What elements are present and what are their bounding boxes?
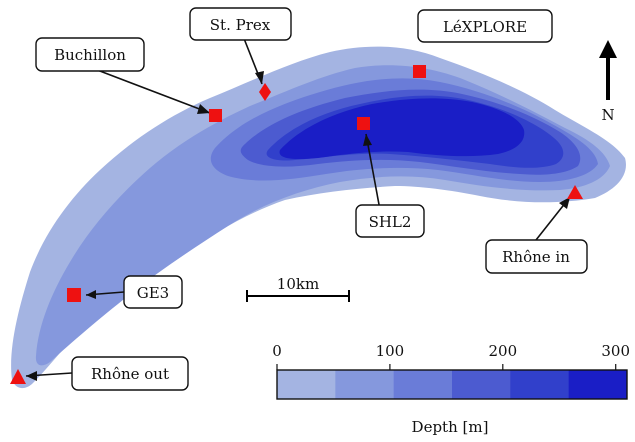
marker-lexplore[interactable] [413,65,426,78]
colorbar-bin [277,370,336,399]
marker-shl2[interactable] [357,117,370,130]
colorbar-tick-label: 0 [272,342,282,360]
site-markers [10,65,583,384]
colorbar-bin [510,370,570,399]
colorbar-tick-label: 200 [488,342,517,360]
depth-colorbar: 0 100 200 300 Depth [m] [272,342,630,436]
colorbar-bin [335,370,395,399]
arrowhead-st-prex [255,71,264,84]
arrow-buchillon [91,67,211,114]
colorbar-frame [276,369,628,400]
north-arrow: N [599,40,617,124]
label-box-lexplore [417,9,553,43]
leader-arrows [25,35,571,381]
arrow-shl2 [365,133,381,211]
colorbar-bin [568,370,628,399]
label-box-buchillon [35,37,145,72]
north-arrow-head [599,40,617,58]
label-box-rhone-in [485,239,588,274]
arrowhead-ge3 [86,290,96,299]
colorbar-bin [393,370,453,399]
marker-ge3[interactable] [67,288,81,302]
arrowhead-rhone-in [559,197,570,209]
label-buchillon: Buchillon [54,46,126,64]
arrowhead-shl2 [363,134,372,146]
marker-buchillon[interactable] [209,109,222,122]
label-shl2: SHL2 [369,213,412,231]
colorbar-title: Depth [m] [412,418,489,436]
bathymetry [11,46,626,389]
colorbar-bins [277,370,628,399]
arrowhead-rhone-out [26,371,37,381]
label-lexplore: LéXPLORE [443,18,527,36]
marker-st-prex[interactable] [259,83,271,101]
colorbar-tick-label: 300 [601,342,630,360]
marker-rhone-out[interactable] [10,369,26,384]
colorbar-tick-label: 100 [376,342,405,360]
marker-rhone-in[interactable] [567,185,583,199]
label-ge3: GE3 [137,284,169,302]
depth-band-250-310 [279,98,525,160]
arrowhead-buchillon [197,104,210,114]
colorbar-bin [452,370,511,399]
label-rhone-in: Rhône in [502,248,570,266]
scale-bar: 10km [246,275,350,302]
colorbar-ticks: 0 100 200 300 [272,342,630,370]
north-label: N [601,106,614,124]
label-box-shl2 [355,204,425,238]
label-st-prex: St. Prex [210,16,271,34]
site-labels: Buchillon St. Prex LéXPLORE SHL2 Rhône i… [35,7,588,391]
label-box-st-prex [189,7,292,41]
label-box-rhone-out [71,356,189,391]
label-rhone-out: Rhône out [91,365,169,383]
scale-bar-label: 10km [277,275,319,293]
label-box-ge3 [123,275,183,309]
